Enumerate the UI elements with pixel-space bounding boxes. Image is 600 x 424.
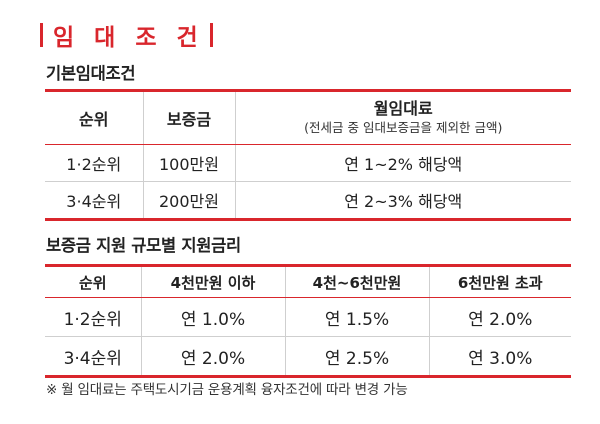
section-title-basic-conditions: 기본임대조건 [46, 64, 136, 83]
footnote: ※ 월 임대료는 주택도시기금 운용계획 융자조건에 따라 변경 가능 [46, 382, 408, 398]
cell-rate: 연 1.0% [141, 297, 286, 337]
header-monthly-rent-label: 월임대료 [373, 99, 433, 118]
cell-rate: 연 2.0% [429, 297, 571, 337]
header-under-40m: 4천만원 이하 [141, 265, 286, 298]
table-header-row: 순위 4천만원 이하 4천~6천만원 6천만원 초과 [45, 265, 571, 298]
cell-rate: 연 3.0% [468, 348, 533, 369]
table-header-row: 순위 보증금 월임대료 (전세금 중 임대보증금을 제외한 금액) [45, 90, 571, 145]
header-rank: 순위 [45, 265, 142, 298]
cell-deposit: 100만원 [143, 144, 236, 182]
title-bar-left [40, 23, 43, 47]
page-title-text: 임 대 조 건 [53, 25, 204, 51]
cell-rent: 연 2~3% 해당액 [344, 192, 463, 211]
cell-rank: 1·2순위 [45, 144, 144, 182]
cell-rate: 연 2.0% [141, 336, 286, 377]
section-title-interest-rates: 보증금 지원 규모별 지원금리 [46, 236, 241, 255]
header-monthly-rent: 월임대료 (전세금 중 임대보증금을 제외한 금액) [235, 90, 571, 145]
header-monthly-rent-note: (전세금 중 임대보증금을 제외한 금액) [304, 120, 503, 135]
header-over-60m: 6천만원 초과 [429, 265, 571, 298]
table-row: 1·2순위 100만원 연 1~2% 해당액 [45, 144, 571, 182]
page-title: 임 대 조 건 [40, 18, 213, 52]
header-40m-to-60m: 4천~6천만원 [285, 265, 430, 298]
title-bar-right [209, 23, 213, 47]
header-rank: 순위 [45, 90, 144, 145]
table-row: 3·4순위 연 2.0% 연 2.5% 연 3.0% [45, 336, 571, 377]
cell-rent: 연 1~2% 해당액 [235, 144, 571, 182]
cell-rank: 1·2순위 [45, 297, 142, 337]
cell-rank: 3·4순위 [45, 181, 144, 220]
cell-deposit: 200만원 [143, 181, 236, 220]
cell-rate: 연 2.5% [285, 336, 430, 377]
cell-rate: 연 1.5% [285, 297, 430, 337]
basic-rent-table: 순위 보증금 월임대료 (전세금 중 임대보증금을 제외한 금액) 1·2순위 … [45, 89, 571, 221]
header-deposit: 보증금 [143, 90, 236, 145]
cell-rank: 3·4순위 [45, 336, 142, 377]
interest-rate-table: 순위 4천만원 이하 4천~6천만원 6천만원 초과 1·2순위 연 1.0% … [45, 264, 571, 378]
table-row: 3·4순위 200만원 연 2~3% 해당액 [45, 181, 571, 220]
table-row: 1·2순위 연 1.0% 연 1.5% 연 2.0% [45, 297, 571, 337]
